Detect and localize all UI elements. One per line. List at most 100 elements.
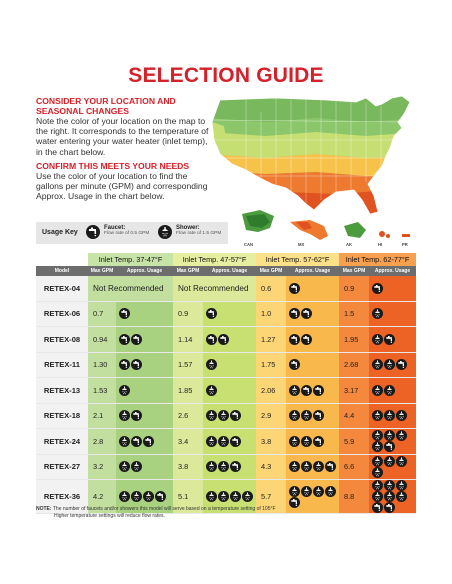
max-gpm-cell: 4.4 <box>339 403 369 429</box>
page-title: SELECTION GUIDE <box>128 64 324 87</box>
shower-icon <box>384 430 395 442</box>
shower-icon <box>372 480 383 491</box>
shower-icon <box>384 384 395 396</box>
shower-icon <box>206 410 217 422</box>
shower-icon <box>396 430 407 442</box>
shower-icon <box>218 461 229 473</box>
shower-icon <box>131 461 142 473</box>
shower-icon <box>230 491 241 502</box>
max-gpm-cell: 2.1 <box>88 403 116 429</box>
shower-icon <box>289 410 300 422</box>
approx-usage-cell <box>286 403 339 429</box>
max-gpm-cell: 1.75 <box>256 352 286 378</box>
shower-icon <box>206 435 217 447</box>
faucet-icon <box>289 333 300 345</box>
max-gpm-cell: 3.17 <box>339 377 369 404</box>
approx-usage-cell <box>116 301 173 327</box>
faucet-icon <box>119 359 130 371</box>
shower-icon <box>396 410 407 422</box>
location-heading: CONSIDER YOUR LOCATION AND SEASONAL CHAN… <box>36 96 176 116</box>
faucet-icon <box>325 461 336 473</box>
approx-usage-cell <box>286 479 339 514</box>
inset-label-mx: MX <box>298 242 305 247</box>
shower-icon <box>372 359 383 371</box>
group-header-4: Inlet Temp. 62-77°F <box>339 253 416 266</box>
shower-icon <box>384 455 395 467</box>
approx-usage-cell <box>116 428 173 455</box>
confirm-section: CONFIRM THIS MEETS YOUR NEEDS Use the co… <box>36 161 216 202</box>
approx-usage-cell <box>369 352 416 378</box>
model-cell: RETEX-06 <box>36 301 88 327</box>
max-gpm-cell: 1.85 <box>173 377 203 404</box>
shower-icon <box>396 455 407 467</box>
model-cell: RETEX-04 <box>36 276 88 302</box>
approx-usage-cell <box>286 428 339 455</box>
shower-key-title: Shower: <box>176 225 200 231</box>
faucet-icon <box>86 225 100 239</box>
shower-icon <box>158 225 172 239</box>
footnote: NOTE: The number of faucets and/or showe… <box>36 506 426 520</box>
max-gpm-cell: 0.9 <box>339 276 369 302</box>
shower-icon <box>372 491 383 502</box>
faucet-icon <box>313 410 324 422</box>
model-cell: RETEX-18 <box>36 403 88 429</box>
max-gpm-cell: 4.3 <box>256 454 286 480</box>
faucet-icon <box>384 441 395 453</box>
group-header-3: Inlet Temp. 57-62°F <box>256 253 339 266</box>
table-row: RETEX-08 0.94 1.14 1.27 1.95 <box>36 326 416 353</box>
approx-usage-cell <box>369 276 416 302</box>
max-gpm-cell: 2.6 <box>173 403 203 429</box>
shower-icon <box>131 491 142 502</box>
shower-icon <box>119 410 130 422</box>
faucet-icon <box>143 435 154 447</box>
shower-icon <box>396 491 407 502</box>
table-row: RETEX-06 0.7 0.9 1.0 1.5 <box>36 301 416 327</box>
approx-usage-cell <box>116 479 173 514</box>
shower-icon <box>206 359 217 371</box>
faucet-icon <box>119 308 130 320</box>
approx-usage-cell <box>116 352 173 378</box>
faucet-icon <box>301 308 312 320</box>
approx-usage-header: Approx. Usage <box>286 266 339 276</box>
confirm-text: Use the color of your location to find t… <box>36 171 208 202</box>
table-row: RETEX-27 3.2 3.8 4.3 6.6 <box>36 454 416 480</box>
shower-icon <box>301 410 312 422</box>
faucet-icon <box>131 410 142 422</box>
shower-icon <box>325 485 336 497</box>
shower-icon <box>289 384 300 396</box>
location-text: Note the color of your location on the m… <box>36 116 209 157</box>
map-insets <box>242 210 410 240</box>
approx-usage-cell <box>286 326 339 353</box>
faucet-key-title: Faucet: <box>104 225 126 231</box>
note-text: The number of faucets and/or showers thi… <box>52 506 276 512</box>
approx-usage-cell <box>369 301 416 327</box>
inset-label-ak: AK <box>346 242 353 247</box>
model-cell: RETEX-11 <box>36 352 88 378</box>
shower-icon <box>372 455 383 467</box>
inset-label-pr: PR <box>402 242 408 247</box>
max-gpm-cell: 1.53 <box>88 377 116 404</box>
approx-usage-cell <box>203 301 256 327</box>
shower-icon <box>218 491 229 502</box>
approx-usage-cell <box>203 403 256 429</box>
max-gpm-cell: 2.9 <box>256 403 286 429</box>
shower-icon <box>289 461 300 473</box>
max-gpm-header: Max GPM <box>256 266 286 276</box>
max-gpm-cell: 1.95 <box>339 326 369 353</box>
faucet-icon <box>301 333 312 345</box>
usage-key: Usage Key Faucet: Flow rate of 0.5 GPM S… <box>36 222 228 244</box>
approx-usage-cell <box>116 326 173 353</box>
shower-icon <box>119 461 130 473</box>
max-gpm-cell: 3.8 <box>256 428 286 455</box>
faucet-icon <box>230 410 241 422</box>
us-temperature-map <box>211 95 411 215</box>
location-section: CONSIDER YOUR LOCATION AND SEASONAL CHAN… <box>36 96 216 157</box>
faucet-icon <box>384 502 395 513</box>
max-gpm-header: Max GPM <box>339 266 369 276</box>
max-gpm-cell: 1.57 <box>173 352 203 378</box>
group-header-2: Inlet Temp. 47-57°F <box>173 253 256 266</box>
not-recommended-cell: Not Recommended <box>88 276 173 302</box>
approx-usage-cell <box>203 428 256 455</box>
approx-usage-cell <box>369 454 416 480</box>
max-gpm-header: Max GPM <box>88 266 116 276</box>
